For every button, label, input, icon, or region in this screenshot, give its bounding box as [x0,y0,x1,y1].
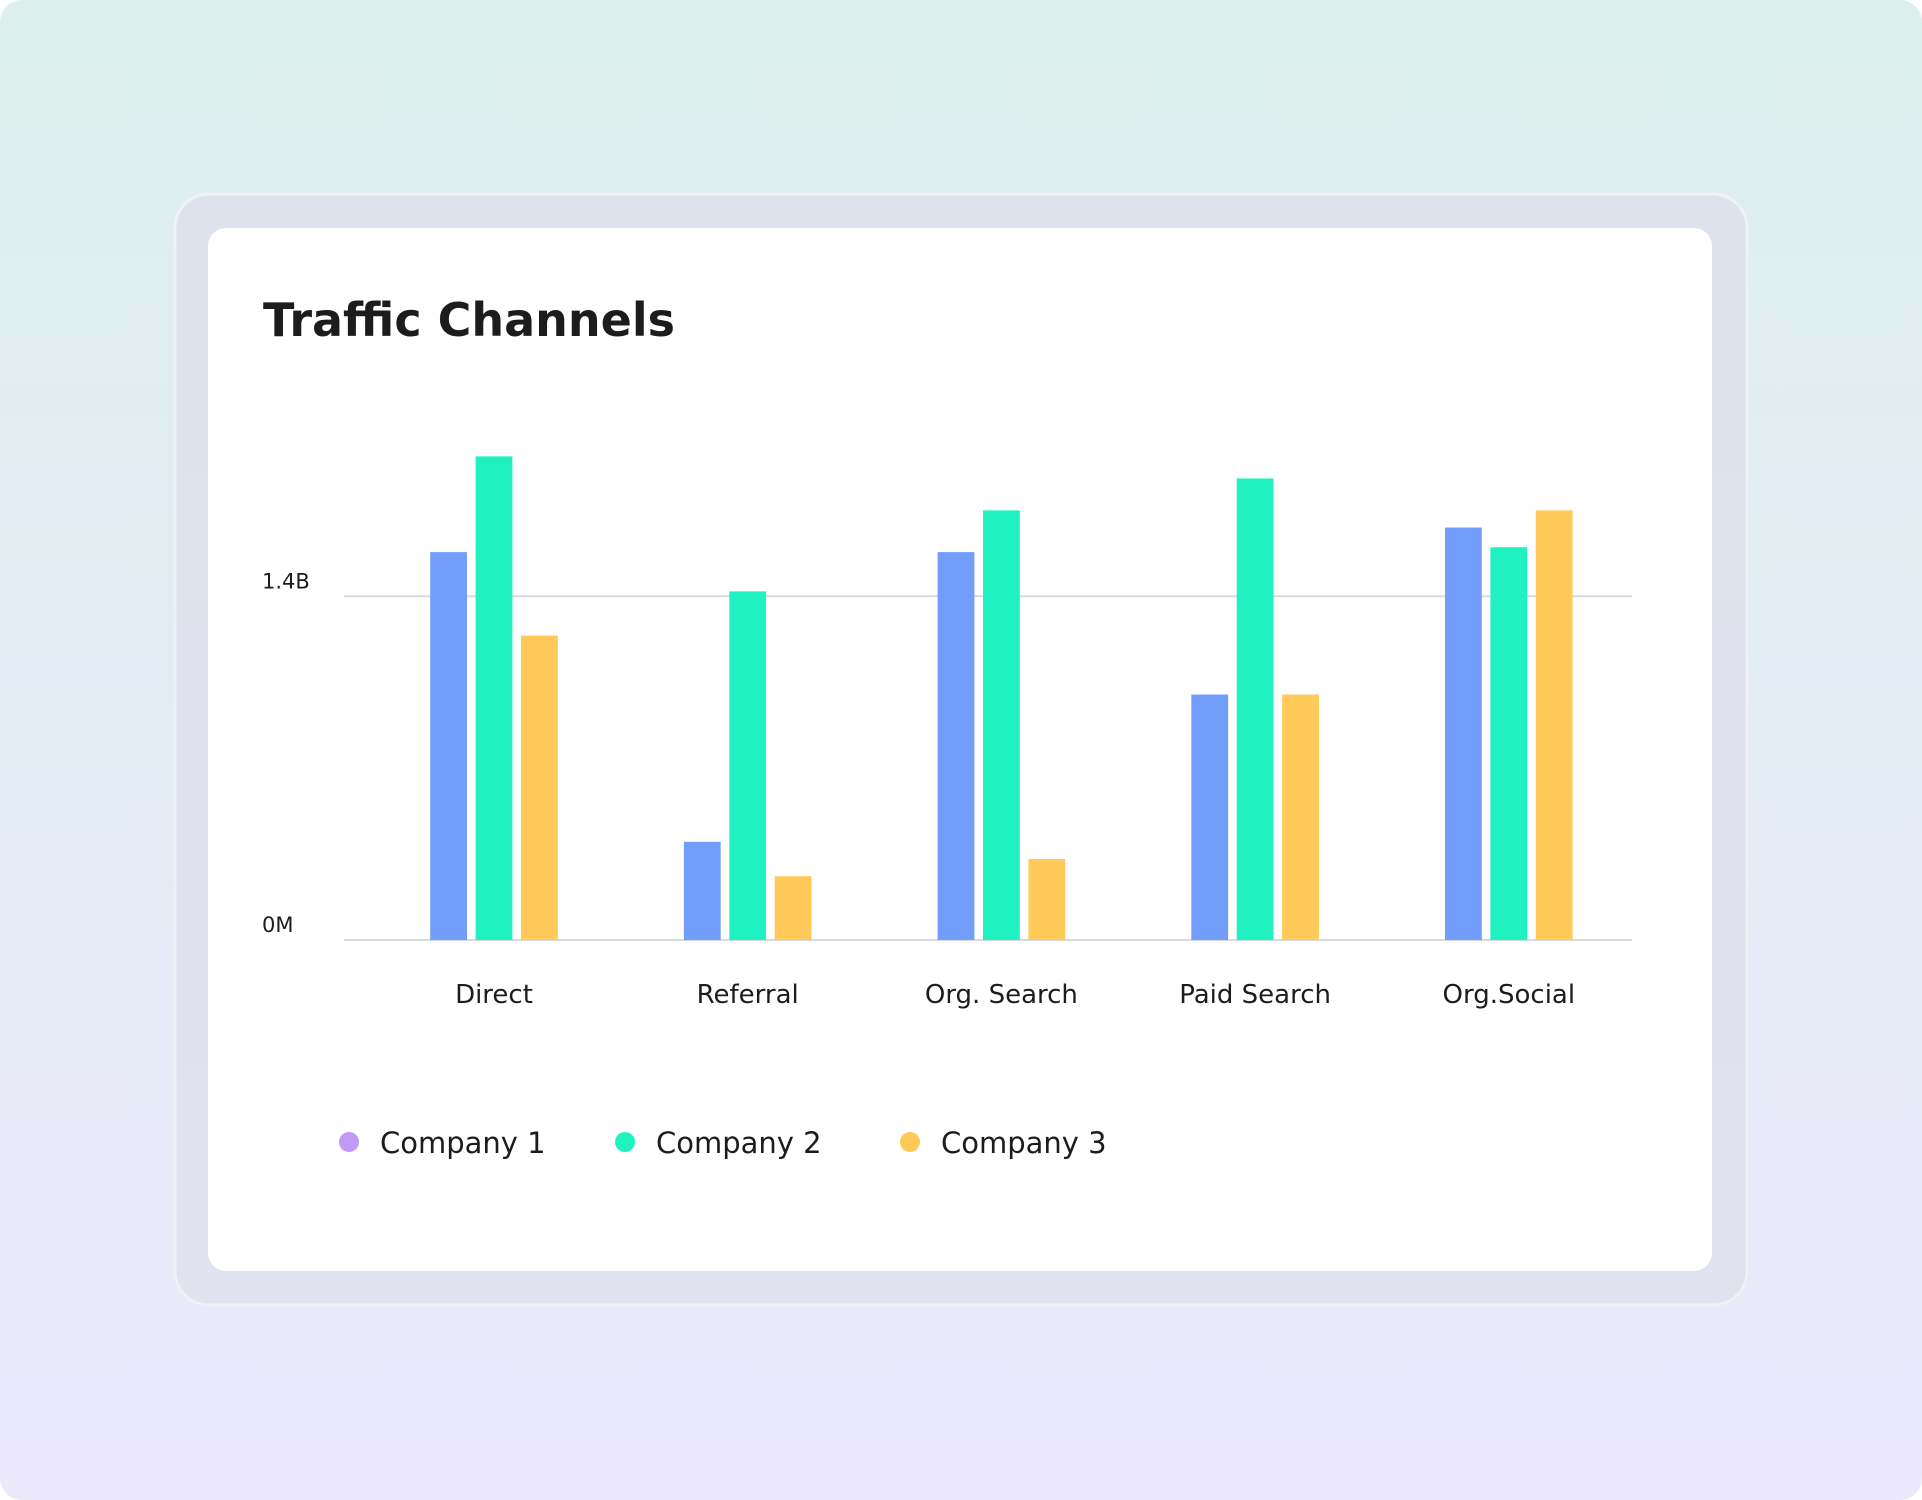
y-tick-label: 0M [262,913,293,937]
legend-dot [339,1132,359,1152]
bar [683,841,721,940]
bar [1282,694,1319,940]
x-tick-label: Paid Search [1179,980,1331,1010]
plot: 0M 1.4B Direct Referral Org. Search Paid Sear… [262,456,1632,1160]
bar [430,552,467,940]
legend-label: Company 2 [656,1126,822,1160]
x-tick-label: Direct [455,980,533,1010]
x-tick-label: Org. Search [925,980,1078,1010]
chart-title: Traffic Channels [263,293,675,347]
y-tick-label: 1.4B [262,569,310,593]
bar [521,635,558,940]
bar [729,591,767,940]
legend-label: Company 1 [380,1126,546,1160]
bar [937,552,975,940]
legend-dot [900,1132,920,1152]
bar [1490,547,1528,940]
bar [1445,527,1482,940]
legend-dot [615,1132,635,1152]
bar [1236,478,1274,940]
bar [983,510,1020,940]
bar [475,456,513,940]
legend-label: Company 3 [941,1126,1107,1160]
x-tick-label: Org.Social [1443,980,1576,1010]
bar [1535,510,1573,940]
bar [774,876,812,940]
bar [1191,694,1229,940]
x-tick-label: Referral [697,980,799,1010]
bar [1028,858,1066,940]
